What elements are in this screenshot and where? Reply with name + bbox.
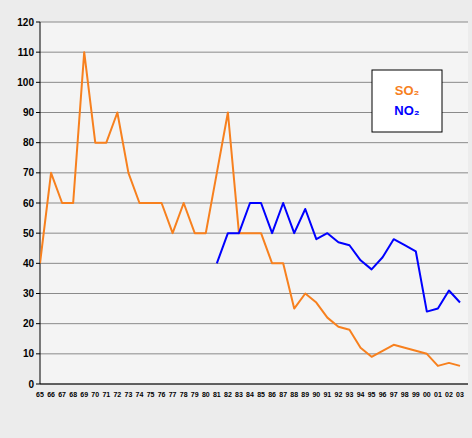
y-tick-label: 60 [23,198,35,209]
legend-label: NO₂ [394,103,420,118]
x-tick-label: 87 [279,391,287,398]
y-tick [36,142,40,143]
x-tick-label: 00 [423,391,431,398]
series-line [40,52,460,366]
y-tick [36,384,40,385]
x-tick-label: 75 [147,391,155,398]
x-tick-label: 99 [412,391,420,398]
x-tick-label: 77 [169,391,177,398]
y-tick-label: 30 [23,288,35,299]
y-tick-label: 90 [23,107,35,118]
y-tick-label: 10 [23,348,35,359]
y-tick-label: 70 [23,167,35,178]
x-tick-label: 74 [136,391,144,398]
series-line [217,203,460,312]
x-tick-label: 68 [69,391,77,398]
y-tick-label: 80 [23,137,35,148]
x-tick-label: 01 [434,391,442,398]
x-tick-label: 66 [47,391,55,398]
x-tick-label: 78 [180,391,188,398]
x-tick-label: 96 [379,391,387,398]
y-tick-label: 0 [28,379,34,390]
grid-line [40,22,468,23]
x-tick-label: 84 [246,391,254,398]
x-tick-label: 89 [301,391,309,398]
y-tick-label: 100 [17,77,34,88]
x-tick-label: 65 [36,391,44,398]
legend-box [372,70,442,132]
grid-line [40,52,468,53]
x-tick-label: 95 [368,391,376,398]
grid-line [40,293,468,294]
x-tick-label: 93 [346,391,354,398]
x-tick-label: 98 [401,391,409,398]
background [0,0,472,438]
x-tick-label: 67 [58,391,66,398]
x-tick-label: 79 [191,391,199,398]
x-tick-label: 70 [91,391,99,398]
y-tick [36,22,40,23]
y-tick [36,353,40,354]
y-tick-label: 50 [23,228,35,239]
x-tick-label: 91 [323,391,331,398]
grid-line [40,323,468,324]
x-tick-label: 76 [158,391,166,398]
y-tick-label: 110 [18,47,35,58]
x-tick-label: 02 [445,391,453,398]
y-tick [36,82,40,83]
x-tick-label: 81 [213,391,221,398]
x-tick-label: 90 [312,391,320,398]
grid-line [40,172,468,173]
y-tick [36,263,40,264]
legend-label: SO₂ [395,83,420,98]
x-tick-label: 94 [357,391,365,398]
series-group [40,52,460,366]
y-tick [36,323,40,324]
y-tick [36,203,40,204]
y-tick-label: 40 [23,258,35,269]
y-tick [36,293,40,294]
x-tick-label: 88 [290,391,298,398]
x-tick-label: 71 [102,391,110,398]
grid-line [40,353,468,354]
x-tick-label: 03 [456,391,464,398]
chart: 0102030405060708090100110120656667686970… [0,0,472,438]
y-tick [36,233,40,234]
grid-line [40,384,468,385]
x-tick-label: 92 [335,391,343,398]
y-tick-label: 120 [17,17,34,28]
y-tick [36,52,40,53]
x-tick-label: 72 [113,391,121,398]
y-axis [40,22,41,384]
y-tick [36,112,40,113]
x-tick-label: 82 [224,391,232,398]
x-tick-label: 85 [257,391,265,398]
plot-area [40,22,468,384]
y-tick [36,172,40,173]
y-tick-label: 20 [23,318,35,329]
x-tick-label: 86 [268,391,276,398]
x-tick-label: 83 [235,391,243,398]
x-tick-label: 73 [125,391,133,398]
x-tick-label: 69 [80,391,88,398]
x-tick-label: 80 [202,391,210,398]
grid-line [40,263,468,264]
x-axis [40,384,468,385]
x-tick-label: 97 [390,391,398,398]
